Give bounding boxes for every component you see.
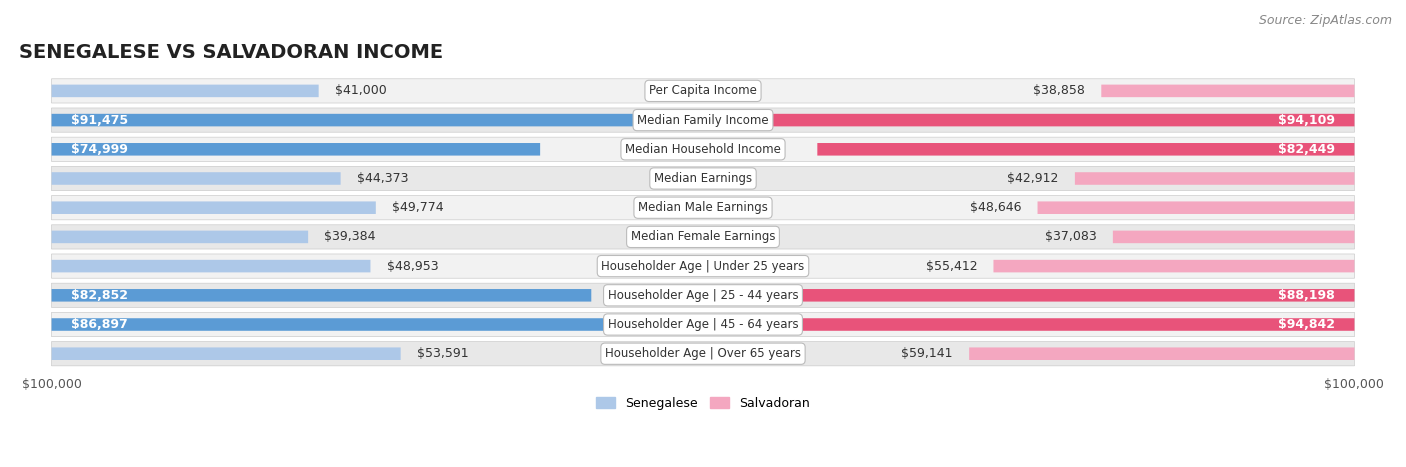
FancyBboxPatch shape <box>52 108 1354 132</box>
FancyBboxPatch shape <box>52 283 1354 307</box>
FancyBboxPatch shape <box>1076 172 1354 185</box>
Text: $74,999: $74,999 <box>72 143 128 156</box>
Text: Householder Age | Over 65 years: Householder Age | Over 65 years <box>605 347 801 360</box>
Text: $91,475: $91,475 <box>72 113 128 127</box>
Text: $48,646: $48,646 <box>970 201 1021 214</box>
FancyBboxPatch shape <box>52 114 648 127</box>
FancyBboxPatch shape <box>52 260 370 272</box>
Text: Median Earnings: Median Earnings <box>654 172 752 185</box>
Text: Per Capita Income: Per Capita Income <box>650 85 756 98</box>
Text: $82,852: $82,852 <box>72 289 128 302</box>
Text: $94,842: $94,842 <box>1278 318 1334 331</box>
Text: Householder Age | Under 25 years: Householder Age | Under 25 years <box>602 260 804 273</box>
FancyBboxPatch shape <box>52 137 1354 162</box>
FancyBboxPatch shape <box>52 231 308 243</box>
Text: SENEGALESE VS SALVADORAN INCOME: SENEGALESE VS SALVADORAN INCOME <box>20 43 443 62</box>
FancyBboxPatch shape <box>52 312 1354 337</box>
Text: $39,384: $39,384 <box>325 230 375 243</box>
FancyBboxPatch shape <box>52 79 1354 103</box>
Text: Median Family Income: Median Family Income <box>637 113 769 127</box>
FancyBboxPatch shape <box>737 318 1354 331</box>
FancyBboxPatch shape <box>52 143 540 156</box>
Legend: Senegalese, Salvadoran: Senegalese, Salvadoran <box>592 391 814 415</box>
FancyBboxPatch shape <box>52 85 319 97</box>
Text: $94,109: $94,109 <box>1278 113 1334 127</box>
Text: $86,897: $86,897 <box>72 318 128 331</box>
Text: $48,953: $48,953 <box>387 260 439 273</box>
FancyBboxPatch shape <box>52 166 1354 191</box>
Text: $55,412: $55,412 <box>925 260 977 273</box>
Text: $82,449: $82,449 <box>1278 143 1334 156</box>
Text: Householder Age | 25 - 44 years: Householder Age | 25 - 44 years <box>607 289 799 302</box>
FancyBboxPatch shape <box>52 201 375 214</box>
Text: $41,000: $41,000 <box>335 85 387 98</box>
Text: $37,083: $37,083 <box>1045 230 1097 243</box>
Text: $44,373: $44,373 <box>357 172 408 185</box>
Text: Median Household Income: Median Household Income <box>626 143 780 156</box>
Text: $42,912: $42,912 <box>1007 172 1059 185</box>
Text: Median Male Earnings: Median Male Earnings <box>638 201 768 214</box>
Text: $38,858: $38,858 <box>1033 85 1085 98</box>
FancyBboxPatch shape <box>1101 85 1354 97</box>
FancyBboxPatch shape <box>969 347 1354 360</box>
Text: Householder Age | 45 - 64 years: Householder Age | 45 - 64 years <box>607 318 799 331</box>
FancyBboxPatch shape <box>780 289 1354 302</box>
FancyBboxPatch shape <box>1038 201 1354 214</box>
FancyBboxPatch shape <box>817 143 1354 156</box>
FancyBboxPatch shape <box>52 289 592 302</box>
Text: Source: ZipAtlas.com: Source: ZipAtlas.com <box>1258 14 1392 27</box>
Text: $49,774: $49,774 <box>392 201 444 214</box>
FancyBboxPatch shape <box>1114 231 1354 243</box>
Text: Median Female Earnings: Median Female Earnings <box>631 230 775 243</box>
FancyBboxPatch shape <box>52 347 401 360</box>
Text: $53,591: $53,591 <box>418 347 468 360</box>
FancyBboxPatch shape <box>52 196 1354 220</box>
FancyBboxPatch shape <box>52 172 340 185</box>
FancyBboxPatch shape <box>741 114 1354 127</box>
Text: $88,198: $88,198 <box>1278 289 1334 302</box>
FancyBboxPatch shape <box>52 225 1354 249</box>
FancyBboxPatch shape <box>52 318 617 331</box>
Text: $59,141: $59,141 <box>901 347 953 360</box>
FancyBboxPatch shape <box>52 341 1354 366</box>
FancyBboxPatch shape <box>52 254 1354 278</box>
FancyBboxPatch shape <box>994 260 1354 272</box>
